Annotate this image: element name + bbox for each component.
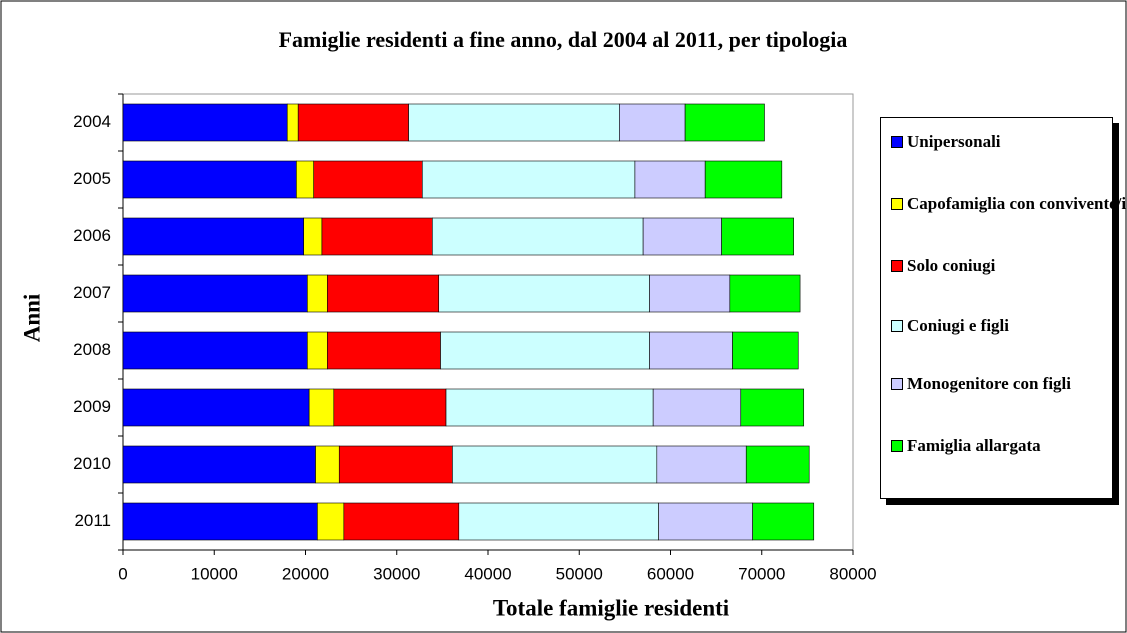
bar-segment xyxy=(122,274,308,313)
bar-segment xyxy=(642,217,722,256)
legend-entry: Coniugi e figli xyxy=(891,314,1127,338)
bar-segment xyxy=(327,331,441,370)
legend-swatch xyxy=(891,440,903,452)
y-tick-label: 2011 xyxy=(74,511,111,530)
x-tick-label: 80000 xyxy=(829,564,876,583)
bar-segment xyxy=(307,331,328,370)
bar-segment xyxy=(308,388,335,427)
legend-entry: Solo coniugi xyxy=(891,254,1127,278)
bar-segment xyxy=(619,103,686,142)
chart-title: Famiglie residenti a fine anno, dal 2004… xyxy=(279,27,848,52)
bar-segment xyxy=(307,274,328,313)
bar-segment xyxy=(297,103,409,142)
legend-label: Coniugi e figli xyxy=(907,316,1010,335)
bar-segment xyxy=(333,388,447,427)
legend-label: Unipersonali xyxy=(907,132,1001,151)
bar-segment xyxy=(658,502,753,541)
bar-segment xyxy=(296,160,315,199)
legend-entry: Capofamiglia con convivente/i xyxy=(891,192,1127,216)
x-tick-label: 20000 xyxy=(282,564,329,583)
bar-segment xyxy=(122,331,308,370)
bar-segment xyxy=(445,388,654,427)
y-tick-label: 2010 xyxy=(73,454,111,473)
legend-swatch xyxy=(891,320,903,332)
bar-segment xyxy=(122,103,288,142)
bar-segment xyxy=(408,103,620,142)
x-tick-label: 10000 xyxy=(191,564,238,583)
bar-segment xyxy=(122,217,304,256)
legend-entry: Monogenitore con figli xyxy=(891,372,1127,396)
legend-swatch xyxy=(891,378,903,390)
bar-segment xyxy=(122,445,316,484)
legend-label: Capofamiglia con convivente/i xyxy=(907,194,1127,213)
bar-segment xyxy=(745,445,810,484)
bar-segment xyxy=(315,445,340,484)
bar-segment xyxy=(656,445,747,484)
bar-segment xyxy=(432,217,644,256)
bar-segment xyxy=(321,217,433,256)
bar-segment xyxy=(313,160,423,199)
bar-segment xyxy=(421,160,636,199)
bar-segment xyxy=(122,160,297,199)
bar-segment xyxy=(740,388,805,427)
x-tick-label: 0 xyxy=(118,564,127,583)
legend: Unipersonali Capofamiglia con convivente/… xyxy=(880,117,1126,499)
x-tick-label: 30000 xyxy=(373,564,420,583)
y-tick-label: 2009 xyxy=(73,397,111,416)
bar-segment xyxy=(286,103,299,142)
legend-swatch xyxy=(891,136,903,148)
legend-swatch xyxy=(891,260,903,272)
bar-segment xyxy=(122,502,318,541)
y-tick-label: 2006 xyxy=(73,226,111,245)
bar-segment xyxy=(649,274,731,313)
legend-entry: Unipersonali xyxy=(891,130,1127,154)
legend-label: Famiglia allargata xyxy=(907,436,1041,455)
bar-segment xyxy=(704,160,783,199)
bar-segment xyxy=(752,502,815,541)
y-tick-label: 2007 xyxy=(73,283,111,302)
bar-segment xyxy=(452,445,658,484)
x-tick-label: 70000 xyxy=(738,564,785,583)
x-tick-label: 60000 xyxy=(647,564,694,583)
bar-segment xyxy=(634,160,706,199)
bar-segment xyxy=(338,445,453,484)
bar-segment xyxy=(732,331,799,370)
x-axis-label: Totale famiglie residenti xyxy=(493,595,730,620)
y-tick-label: 2005 xyxy=(73,169,111,188)
x-tick-label: 40000 xyxy=(464,564,511,583)
bar-segment xyxy=(303,217,323,256)
legend-entry: Famiglia allargata xyxy=(891,434,1127,458)
bar-segment xyxy=(721,217,794,256)
y-tick-label: 2008 xyxy=(73,340,111,359)
x-tick-label: 50000 xyxy=(556,564,603,583)
y-tick-label: 2004 xyxy=(73,112,111,131)
y-axis-label: Anni xyxy=(19,293,44,342)
bar-segment xyxy=(440,331,650,370)
bar-segment xyxy=(649,331,733,370)
legend-label: Solo coniugi xyxy=(907,256,996,275)
bar-segment xyxy=(438,274,650,313)
legend-swatch xyxy=(891,198,903,210)
bar-segment xyxy=(652,388,742,427)
legend-label: Monogenitore con figli xyxy=(907,374,1071,393)
bar-segment xyxy=(327,274,440,313)
bar-segment xyxy=(122,388,310,427)
bar-segment xyxy=(684,103,765,142)
bar-segment xyxy=(729,274,801,313)
bar-segment xyxy=(458,502,659,541)
bar-segment xyxy=(317,502,345,541)
bar-segment xyxy=(343,502,460,541)
